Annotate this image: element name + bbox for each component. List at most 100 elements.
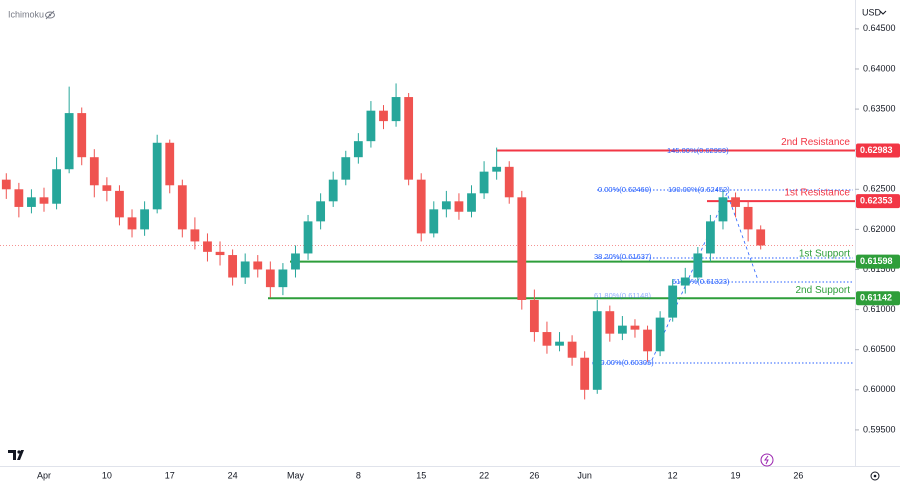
candle-body [441,201,451,210]
candle-body [253,261,263,270]
candle-body [39,197,49,204]
candle-body [655,317,665,352]
fib-label: 61.80%(0.61323) [672,277,730,286]
x-tick-label: 10 [102,470,112,480]
candle-body [152,142,162,210]
fib-label: 100.00%(0.62452) [668,185,730,194]
candle-body [27,197,36,207]
level-badge [856,254,900,269]
y-tick-label: 0.62000 [863,224,896,234]
candle-body [291,253,300,270]
fib-label: 145.00%(0.62959) [667,146,729,155]
alert-icon[interactable] [760,453,774,467]
candle-body [542,332,552,346]
candle-body [529,299,539,333]
candle-body [479,171,489,194]
candle-body [127,217,137,230]
candle-body [467,193,476,212]
candle-body [278,269,288,288]
candle-body [341,157,351,180]
y-tick-label: 0.60000 [863,384,896,394]
candle-body [391,97,401,122]
level-badge-label: 0.61598 [860,256,893,266]
candle-body [404,97,414,180]
level-label: 2nd Support [796,285,851,296]
x-tick-label: 22 [479,470,489,480]
candle-body [605,311,615,334]
candle-body [203,241,212,252]
y-tick-label: 0.64000 [863,63,896,73]
candle-body [190,229,200,242]
candle-body [1,179,11,190]
level-badge-label: 0.61142 [860,293,892,303]
candle-body [731,197,740,207]
level-label: 2nd Resistance [781,137,850,148]
level-badge-label: 0.62983 [860,145,893,155]
currency-label[interactable]: USD [862,7,882,17]
y-tick-label: 0.61500 [863,264,896,274]
candle-body [14,189,24,207]
candle-body [693,253,703,278]
x-tick-label: May [287,470,305,480]
fib-label: 0.00%(0.62460) [598,185,652,194]
candle-body [743,206,753,230]
x-tick-label: 19 [731,470,741,480]
x-tick-label: 15 [416,470,426,480]
level-badge-label: 0.62353 [860,195,893,205]
candle-body [454,201,464,212]
fib-label: 38.20%(0.61637) [594,252,652,261]
tv-logo [8,450,24,460]
currency-chevron[interactable] [879,10,887,15]
level-label: 1st Support [799,248,850,259]
y-tick-label: 0.63500 [863,103,896,113]
candle-body [567,341,577,358]
candle-body [416,179,426,234]
candle-body [52,169,61,204]
settings-icon[interactable] [870,471,880,481]
candle-body [215,251,225,256]
candle-body [668,285,678,318]
candle-body [89,157,99,186]
candle-body [77,113,87,158]
indicator-label: Ichimoku [8,9,44,19]
y-tick-label: 0.62500 [863,184,896,194]
candle-body [517,197,527,300]
level-badge [856,143,900,158]
candle-body [366,110,376,142]
candle-body [492,166,502,172]
candle-body [592,311,602,390]
x-tick-label: 17 [165,470,175,480]
candle-body [630,325,640,330]
candle-body [580,357,590,390]
candle-body [555,341,564,346]
x-tick-label: Jun [577,470,592,480]
candle-body [240,261,250,278]
y-tick-label: 0.59500 [863,424,896,434]
y-tick-label: 0.64500 [863,23,896,33]
candle-body [353,141,363,158]
level-badge [856,291,900,306]
candle-body [706,221,715,254]
candle-body [303,221,313,254]
candle-body [429,209,439,234]
x-tick-label: 24 [228,470,238,480]
x-tick-label: Apr [37,470,51,480]
x-tick-label: 12 [668,470,678,480]
candle-body [504,166,514,198]
level-label: 1st Resistance [784,188,850,199]
candle-body [165,142,175,186]
candle-body [756,229,766,246]
candle-body [379,110,388,122]
candle-body [718,197,728,222]
candle-body [177,185,187,230]
eye-icon[interactable] [45,10,55,20]
candle-body [102,185,112,191]
x-tick-label: 8 [356,470,361,480]
y-tick-label: 0.61000 [863,304,896,314]
candle-body [328,179,338,202]
candle-body [680,277,690,286]
candle-body [140,209,149,230]
candle-body [643,329,652,352]
candle-body [316,201,326,222]
